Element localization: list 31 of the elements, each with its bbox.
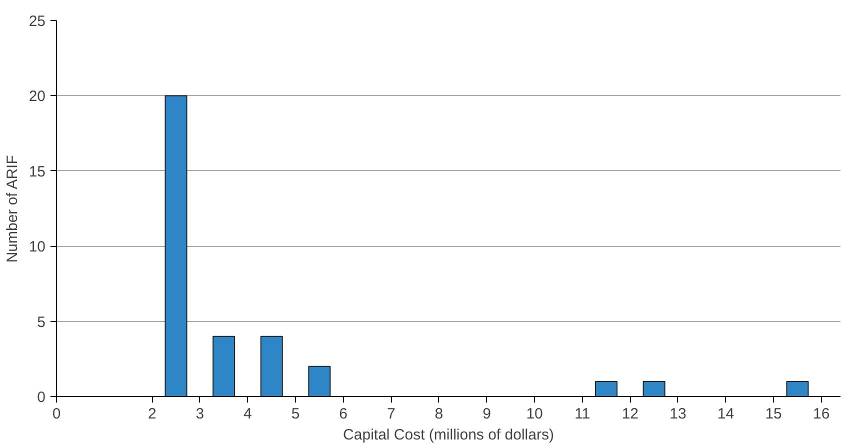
y-tick-label: 5 (37, 314, 46, 331)
x-tick-label: 10 (526, 406, 543, 422)
x-tick-label: 14 (717, 406, 734, 422)
y-tick-label: 15 (28, 163, 46, 180)
y-tick-label: 0 (37, 389, 46, 406)
x-tick-label: 7 (386, 406, 396, 422)
x-tick-label: 0 (52, 406, 61, 422)
bar (786, 380, 809, 396)
x-tick-label: 11 (574, 406, 590, 422)
x-tick-label: 16 (813, 406, 830, 422)
y-tick-label: 25 (28, 13, 46, 30)
x-tick-label: 6 (339, 406, 348, 422)
bar (212, 336, 236, 396)
bar (595, 380, 618, 396)
x-tick-label: 8 (434, 406, 444, 422)
x-tick-label: 3 (196, 406, 204, 422)
y-tick-label: 20 (28, 88, 46, 106)
x-tick-label: 2 (148, 406, 156, 422)
bar (164, 95, 188, 396)
x-tick-label: 9 (482, 406, 491, 422)
x-tick-label: 15 (765, 406, 782, 422)
x-tick-label: 4 (244, 406, 252, 422)
x-tick-label: 12 (622, 406, 639, 422)
bar (260, 336, 283, 396)
x-tick-label: 13 (670, 406, 686, 422)
x-axis-title: Capital Cost (millions of dollars) (343, 426, 554, 444)
y-tick-label: 10 (28, 238, 46, 256)
bar (642, 380, 666, 396)
bar (308, 366, 331, 396)
y-axis-title: Number of ARIF (4, 155, 21, 263)
x-tick-label: 5 (291, 406, 300, 422)
